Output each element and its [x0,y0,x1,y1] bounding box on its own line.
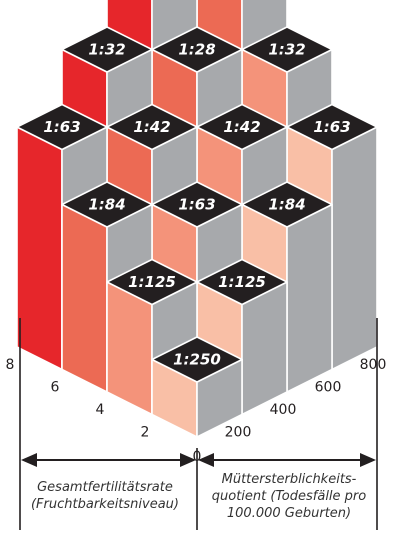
cube-top-face [196,103,288,151]
lifetime-risk-label: 1:28 [178,41,215,59]
lifetime-risk-label: 1:63 [313,118,350,136]
fertility-tick: 2 [141,425,150,441]
cube-top-face [241,181,333,228]
fertility-axis-label: Gesamtfertilitätsrate (Fruchtbarkeitsniv… [30,480,179,512]
cube-top-face [106,258,198,306]
fertility-arrow-head-right [180,453,196,467]
fertility-arrow-head-left [21,453,37,467]
lifetime-risk-label: 1:84 [88,196,125,214]
cube-top-face [61,181,153,228]
cube-top-face [106,103,198,151]
mortality-tick: 600 [315,380,342,396]
mortality-arrow-head-right [360,453,376,467]
lifetime-risk-label: 1:32 [88,41,125,59]
cube-top-face [151,26,243,73]
lifetime-risk-label: 1:63 [178,196,215,214]
mortality-tick: 200 [225,425,252,441]
cube-top-face [151,336,243,383]
mortality-arrow-head-left [198,453,214,467]
lifetime-risk-label: 1:125 [128,273,176,291]
fertility-tick: 8 [6,357,15,373]
lifetime-risk-label: 1:63 [43,118,80,136]
cube-top-face [61,26,153,73]
cube-top-face [286,103,378,151]
cube-right-face [286,203,333,393]
fertility-tick: 6 [51,380,60,396]
axis-arrows [19,318,378,530]
cube-top-face [151,181,243,228]
cube-f2-m200: 1:250 [151,336,243,438]
mortality-axis-label: Müttersterblichkeits-quotient (Todesfäll… [211,472,367,521]
cube-left-face [16,126,63,371]
cube-top-face [241,26,333,73]
lifetime-risk-label: 1:42 [223,118,260,136]
cube-right-face [331,126,378,371]
lifetime-risk-label: 1:42 [133,118,170,136]
cube-top-face [196,258,288,306]
mortality-tick: 400 [270,402,297,418]
cube-left-face [61,203,108,393]
cube-stack: 1:161:211:211:321:281:321:631:421:421:63… [16,0,378,438]
cube-top-face [16,103,108,151]
mortality-tick: 800 [360,357,387,373]
fertility-tick: 4 [96,402,105,418]
lifetime-risk-label: 1:84 [268,196,305,214]
lifetime-risk-label: 1:125 [218,273,266,291]
lifetime-risk-label: 1:32 [268,41,305,59]
lifetime-risk-label: 1:250 [173,351,221,369]
